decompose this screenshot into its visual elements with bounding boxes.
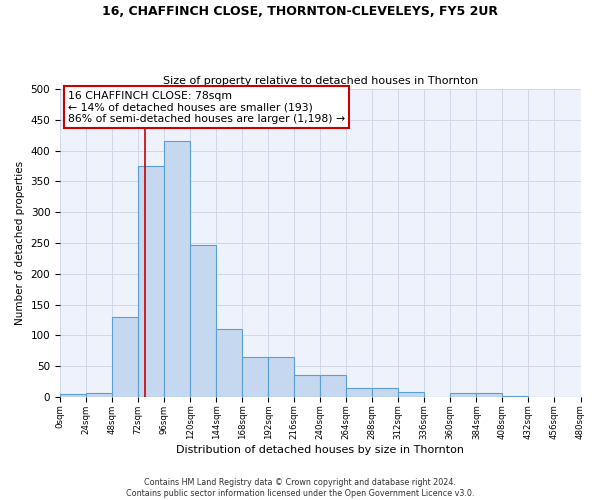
Bar [112,317,138,397]
Bar [216,328,242,397]
Bar [320,376,346,397]
Text: Contains HM Land Registry data © Crown copyright and database right 2024.
Contai: Contains HM Land Registry data © Crown c… [126,478,474,498]
Text: 16, CHAFFINCH CLOSE, THORNTON-CLEVELEYS, FY5 2UR: 16, CHAFFINCH CLOSE, THORNTON-CLEVELEYS,… [102,5,498,18]
Bar [294,376,320,397]
Bar [373,388,398,397]
Text: 16 CHAFFINCH CLOSE: 78sqm
← 14% of detached houses are smaller (193)
86% of semi: 16 CHAFFINCH CLOSE: 78sqm ← 14% of detac… [68,90,345,124]
Title: Size of property relative to detached houses in Thornton: Size of property relative to detached ho… [163,76,478,86]
Bar [86,393,112,397]
Bar [346,388,373,397]
Y-axis label: Number of detached properties: Number of detached properties [15,161,25,325]
Bar [268,357,294,397]
X-axis label: Distribution of detached houses by size in Thornton: Distribution of detached houses by size … [176,445,464,455]
Bar [138,166,164,397]
Bar [581,395,600,397]
Bar [60,394,86,397]
Bar [398,392,424,397]
Bar [242,357,268,397]
Bar [502,396,529,397]
Bar [190,245,216,397]
Bar [476,393,502,397]
Bar [451,393,476,397]
Bar [164,142,190,397]
